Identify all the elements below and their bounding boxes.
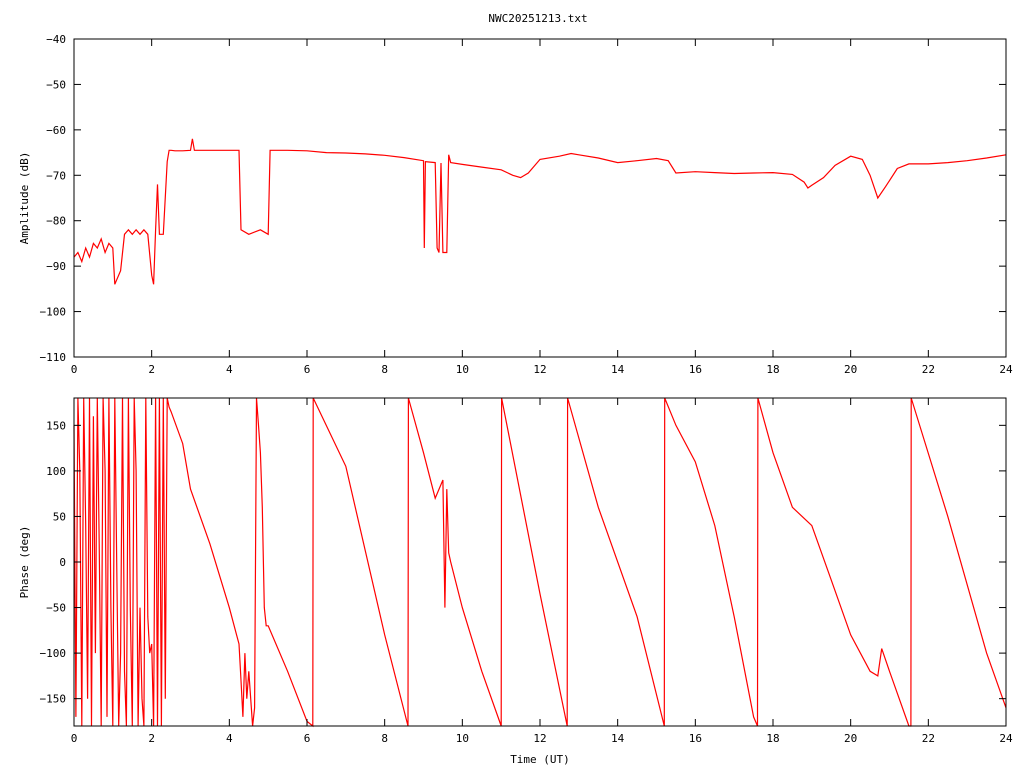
phase-panel-xtick-label: 8	[381, 732, 388, 745]
amplitude-panel-ytick-label: −110	[40, 351, 67, 364]
phase-panel-ytick-label: 0	[59, 556, 66, 569]
amplitude-panel-xtick-label: 18	[766, 363, 779, 376]
phase-panel-xtick-label: 0	[71, 732, 78, 745]
amplitude-panel-xtick-label: 20	[844, 363, 857, 376]
phase-panel-xlabel: Time (UT)	[510, 753, 570, 766]
amplitude-panel-ytick-label: −60	[46, 124, 66, 137]
phase-panel-xtick-label: 16	[689, 732, 702, 745]
amplitude-panel-ylabel: Amplitude (dB)	[18, 152, 31, 245]
phase-panel-xtick-label: 18	[766, 732, 779, 745]
chart-title: NWC20251213.txt	[488, 12, 587, 25]
phase-panel-ytick-label: −150	[40, 693, 67, 706]
phase-panel-ytick-label: −100	[40, 647, 67, 660]
amplitude-panel-ytick-label: −100	[40, 306, 67, 319]
phase-panel-ytick-label: −50	[46, 602, 66, 615]
phase-panel-ylabel: Phase (deg)	[18, 526, 31, 599]
amplitude-panel-xtick-label: 14	[611, 363, 625, 376]
phase-panel-frame	[73, 397, 1007, 727]
amplitude-panel-xtick-label: 24	[999, 363, 1013, 376]
phase-panel-xtick-label: 10	[456, 732, 469, 745]
amplitude-panel-xtick-label: 8	[381, 363, 388, 376]
amplitude-panel-ytick-label: −40	[46, 33, 66, 46]
phase-panel-xtick-label: 24	[999, 732, 1013, 745]
phase-panel-xtick-label: 2	[148, 732, 155, 745]
phase-panel-ytick-label: 50	[53, 510, 66, 523]
phase-panel-xtick-label: 14	[611, 732, 625, 745]
amplitude-panel-xtick-label: 4	[226, 363, 233, 376]
amplitude-panel-xtick-label: 12	[533, 363, 546, 376]
amplitude-panel-xtick-label: 16	[689, 363, 702, 376]
amplitude-panel-ytick-label: −50	[46, 78, 66, 91]
amplitude-panel-xtick-label: 10	[456, 363, 469, 376]
phase-panel-xtick-label: 22	[922, 732, 935, 745]
phase-panel-ytick-label: 150	[46, 419, 66, 432]
phase-panel-xtick-label: 4	[226, 732, 233, 745]
amplitude-panel-frame	[73, 38, 1007, 358]
phase-panel-xtick-label: 20	[844, 732, 857, 745]
phase-panel-ytick-label: 100	[46, 465, 66, 478]
phase-panel-series-0-line	[73, 397, 1007, 728]
amplitude-panel-ytick-label: −70	[46, 169, 66, 182]
amplitude-panel-ytick-label: −80	[46, 215, 66, 228]
amplitude-panel-xtick-label: 2	[148, 363, 155, 376]
amplitude-panel-xtick-label: 22	[922, 363, 935, 376]
amplitude-panel-xtick-label: 6	[304, 363, 311, 376]
amplitude-panel-xtick-label: 0	[71, 363, 78, 376]
phase-panel: 0 2 4 6 8 10 12 14 16 18 20 22 24−150−100−5005010015…	[18, 397, 1013, 766]
amplitude-panel-series-0-line	[73, 138, 1007, 285]
phase-panel-xtick-label: 12	[533, 732, 546, 745]
phase-panel-xtick-label: 6	[304, 732, 311, 745]
amplitude-panel: 0 2 4 6 8 10 12 14 16 18 20 22 24−110−100−90−80−70−6…	[18, 33, 1013, 376]
amplitude-panel-ytick-label: −90	[46, 260, 66, 273]
